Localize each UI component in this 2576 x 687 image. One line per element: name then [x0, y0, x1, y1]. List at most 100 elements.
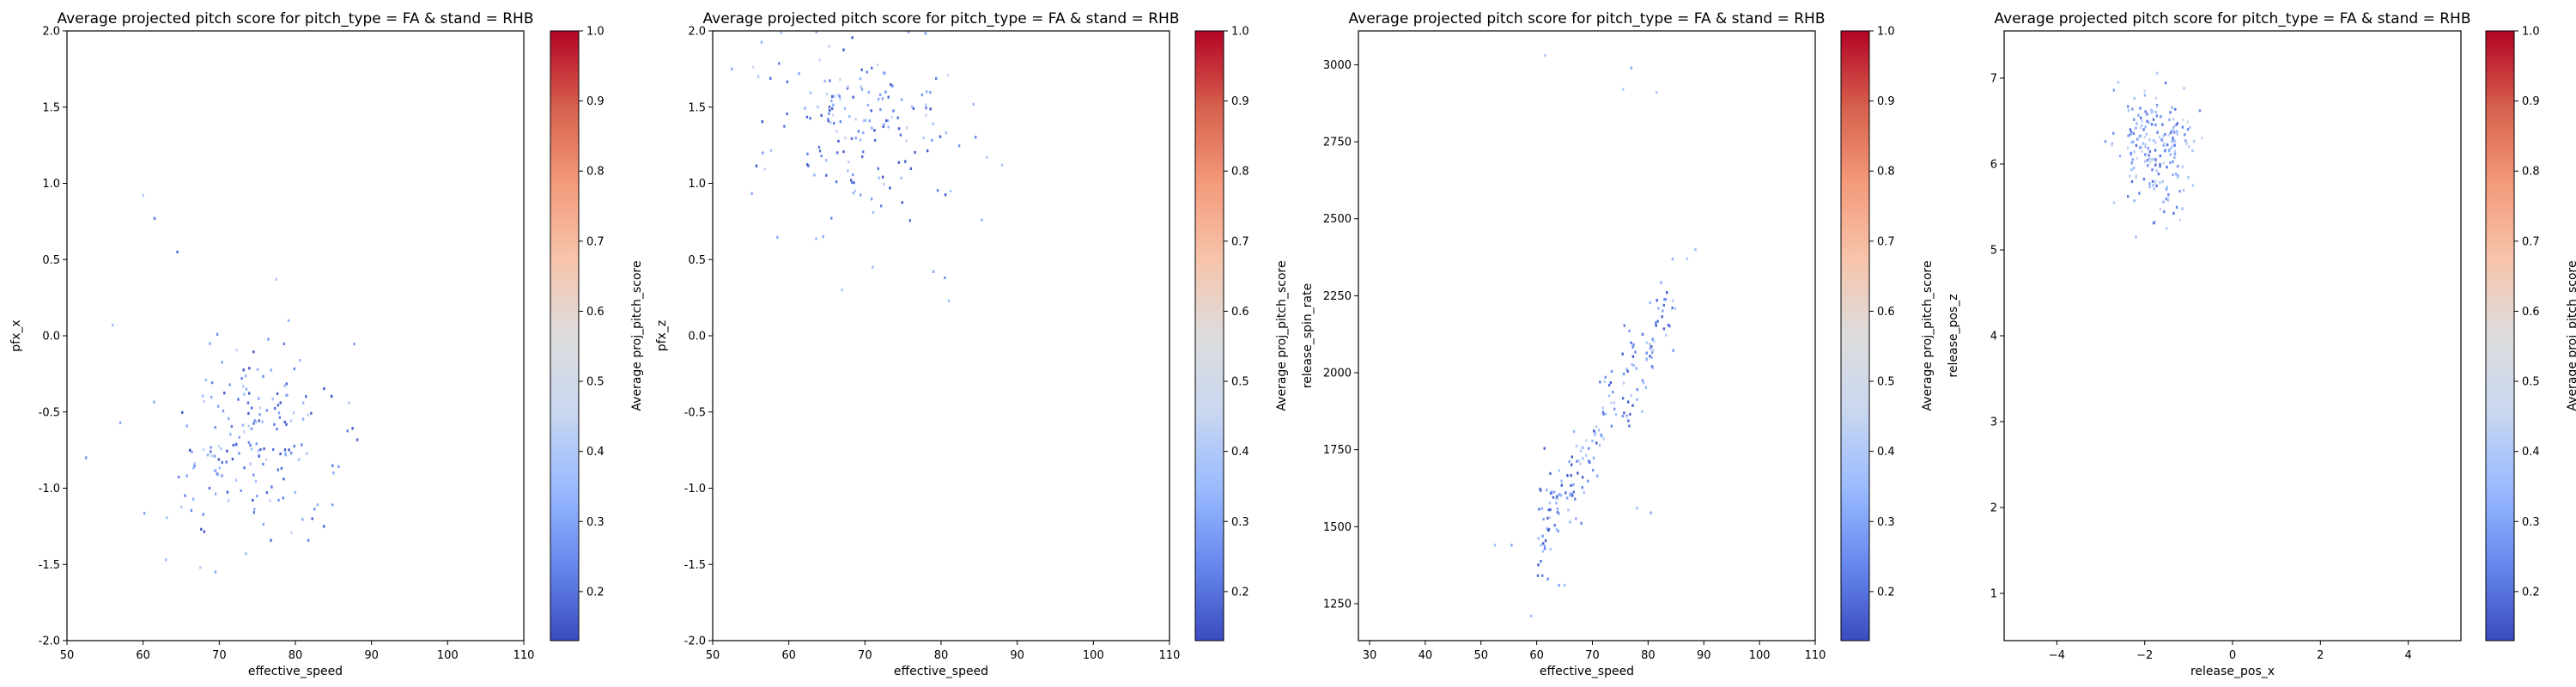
scatter-point: [213, 469, 216, 472]
scatter-point: [828, 45, 830, 48]
colorbar-tick-label: 0.2: [1231, 586, 1249, 599]
scatter-point: [216, 332, 219, 336]
scatter-point: [2140, 134, 2142, 137]
chart-panel-4: Average projected pitch score for pitch_…: [1947, 10, 2576, 678]
scatter-point: [2164, 82, 2167, 85]
scatter-point: [276, 392, 279, 396]
scatter-point: [1549, 508, 1552, 512]
scatter-point: [2166, 143, 2169, 147]
chart-title: Average projected pitch score for pitch_…: [58, 10, 534, 27]
scatter-point: [2143, 136, 2146, 139]
colorbar-tick-label: 0.3: [1231, 516, 1249, 529]
scatter-point: [1571, 455, 1573, 459]
scatter-point: [1602, 412, 1605, 416]
scatter-point: [1529, 614, 1533, 617]
scatter-point: [1635, 367, 1638, 370]
scatter-point: [1634, 350, 1637, 354]
colorbar-tick-label: 0.8: [2522, 166, 2540, 179]
scatter-point: [1651, 337, 1654, 341]
scatter-point: [925, 106, 927, 110]
x-tick-label: 90: [1697, 649, 1711, 662]
x-tick-label: 0: [2229, 649, 2236, 662]
scatter-point: [1560, 483, 1563, 487]
x-tick-label: 90: [364, 649, 379, 662]
scatter-point: [1625, 415, 1628, 418]
scatter-point: [2166, 227, 2168, 230]
x-tick-label: 60: [781, 649, 796, 662]
scatter-point: [227, 499, 230, 502]
x-tick-label: 100: [1749, 649, 1771, 662]
scatter-point: [887, 95, 890, 99]
colorbar-tick-label: 0.2: [586, 586, 605, 599]
y-tick-label: -2.0: [684, 635, 706, 648]
scatter-point: [283, 420, 286, 423]
scatter-point: [2166, 197, 2169, 200]
scatter-point: [165, 558, 167, 562]
scatter-point: [827, 119, 829, 123]
scatter-point: [862, 150, 865, 154]
scatter-point: [877, 97, 880, 100]
scatter-point: [761, 120, 763, 124]
scatter-point: [925, 103, 927, 106]
scatter-point: [1546, 577, 1549, 581]
scatter-point: [1571, 463, 1573, 466]
scatter-point: [1627, 400, 1630, 404]
y-tick-label: 6: [1990, 159, 1997, 172]
scatter-point: [2142, 128, 2145, 131]
scatter-point: [871, 126, 873, 130]
y-axis-label: pfx_x: [9, 319, 23, 351]
scatter-point: [2131, 158, 2134, 161]
scatter-point: [248, 367, 251, 370]
scatter-point: [2129, 174, 2131, 178]
scatter-point: [860, 193, 862, 197]
scatter-point: [191, 450, 193, 453]
scatter-point: [1626, 369, 1629, 373]
scatter-point: [972, 102, 975, 106]
scatter-point: [355, 438, 359, 441]
scatter-point: [2165, 198, 2167, 201]
scatter-point: [2154, 96, 2157, 100]
y-tick-label: 1: [1990, 588, 1997, 601]
colorbar-tick-label: 1.0: [2522, 26, 2540, 39]
scatter-point: [892, 109, 895, 112]
scatter-point: [2151, 179, 2154, 183]
scatter-point: [299, 359, 301, 362]
scatter-point: [313, 508, 316, 511]
scatter-point: [1625, 368, 1628, 371]
x-tick-label: 70: [212, 649, 227, 662]
scatter-point: [235, 349, 238, 352]
scatter-point: [1550, 490, 1553, 494]
scatter-point: [947, 74, 950, 77]
scatter-point: [1601, 435, 1603, 438]
x-tick-label: 110: [1805, 649, 1826, 662]
x-tick-label: 60: [136, 649, 150, 662]
scatter-point: [200, 527, 203, 531]
scatter-point: [880, 204, 883, 208]
scatter-point: [2130, 168, 2133, 172]
scatter-point: [1563, 583, 1566, 587]
scatter-point: [2191, 184, 2195, 187]
scatter-point: [1568, 459, 1571, 463]
scatter-point: [256, 368, 259, 371]
scatter-point: [2138, 135, 2142, 138]
scatter-point: [1668, 325, 1671, 328]
scatter-point: [284, 451, 287, 454]
scatter-point: [209, 342, 211, 345]
scatter-point: [760, 40, 763, 44]
scatter-point: [1540, 560, 1542, 563]
scatter-point: [1601, 406, 1604, 410]
scatter-point: [2133, 97, 2136, 100]
scatter-point: [1537, 537, 1540, 540]
scatter-point: [829, 79, 831, 82]
scatter-point: [846, 87, 849, 90]
scatter-point: [249, 462, 252, 465]
scatter-point: [2162, 200, 2165, 204]
scatter-point: [1609, 381, 1612, 385]
scatter-point: [1556, 511, 1559, 514]
scatter-point: [1663, 298, 1666, 301]
scatter-point: [2148, 154, 2150, 157]
scatter-point: [1644, 386, 1647, 389]
y-tick-label: 3000: [1323, 59, 1352, 72]
scatter-point: [265, 458, 268, 461]
x-tick-label: 100: [1083, 649, 1104, 662]
